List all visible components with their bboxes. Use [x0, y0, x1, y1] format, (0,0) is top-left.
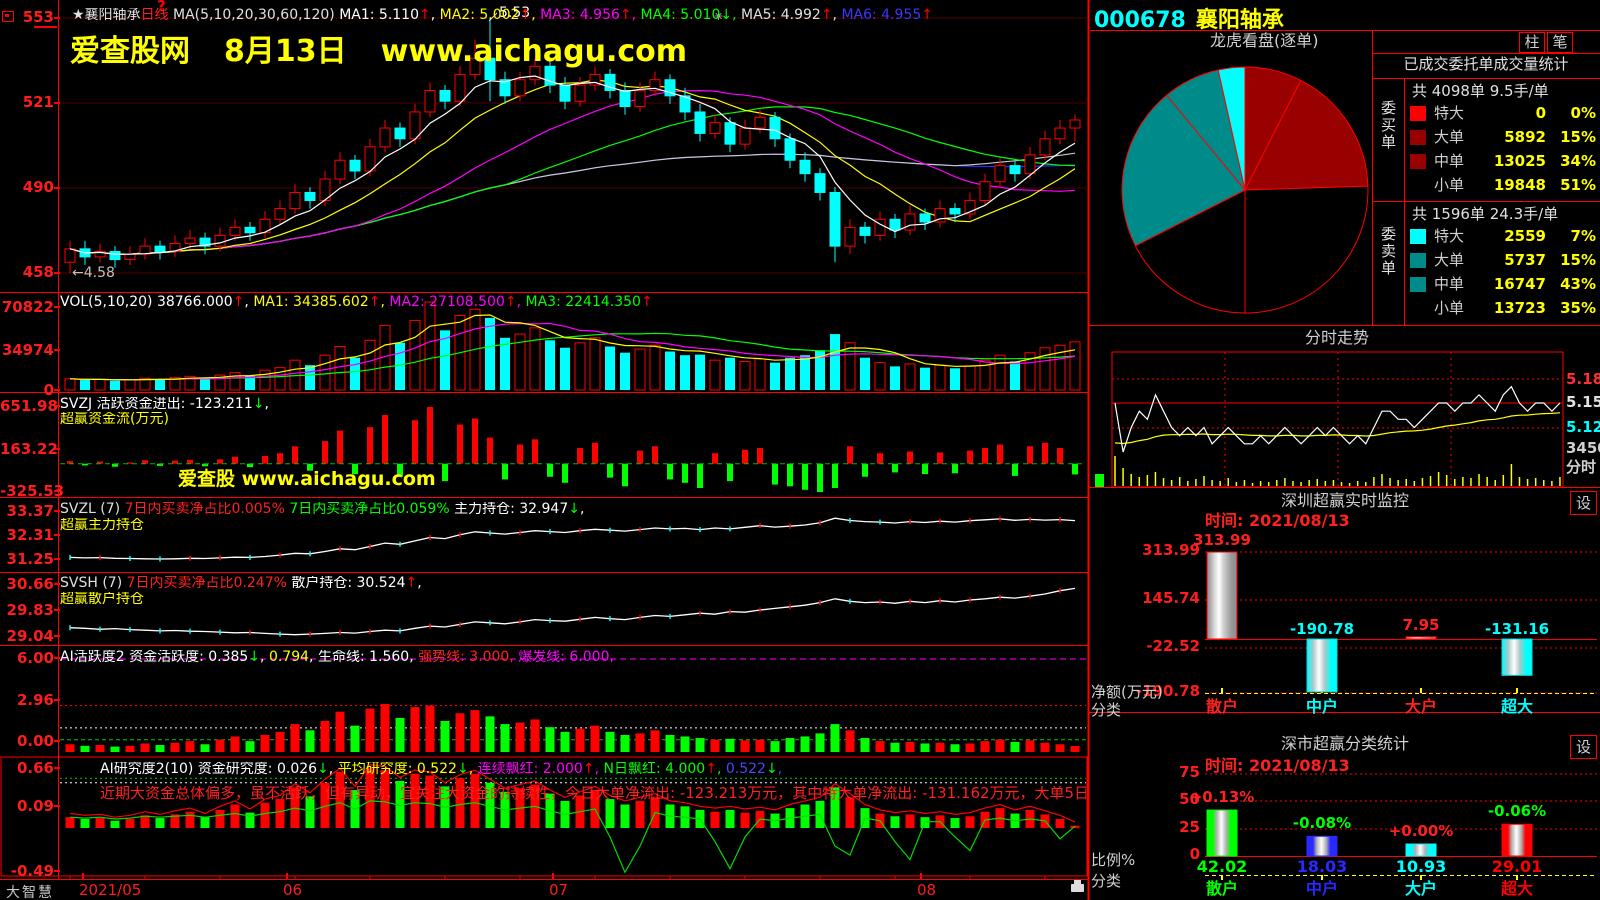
- stock-header: 000678 襄阳轴承: [1094, 2, 1284, 34]
- ai-research-header: AI研究度2(10) 资金研究度: 0.026↓, 平均研究度: 0.522↓,…: [100, 762, 783, 776]
- stats-settings-button[interactable]: 设: [1570, 735, 1597, 759]
- monitor-settings-button[interactable]: 设: [1570, 491, 1597, 515]
- dragon-view-title: 龙虎看盘(逐单): [1210, 31, 1319, 50]
- app-brand: 大智慧: [6, 885, 54, 900]
- buy-side-label: 委买单: [1379, 100, 1397, 151]
- watermark-sub: 爱查股 www.aichagu.com: [178, 468, 436, 490]
- svzl-subtitle: 超赢主力持仓: [60, 518, 144, 532]
- bottom-bar: [0, 882, 1088, 900]
- svsh-subtitle: 超赢散户持仓: [60, 592, 144, 606]
- watermark-site: 爱查股网: [70, 34, 190, 69]
- main-chart-header: ★襄阳轴承日线 MA(5,10,20,30,60,120) MA1: 5.110…: [72, 8, 933, 22]
- svzl-header: SVZL (7) 7日内买卖净占比0.005% 7日内买卖净占比0.059% 主…: [60, 502, 585, 516]
- help-icon[interactable]: ?: [157, 0, 166, 15]
- svzj-subtitle: 超赢资金流(万元): [60, 412, 169, 426]
- stock-code: 000678: [1094, 8, 1186, 33]
- svsh-header: SVSH (7) 7日内买卖净占比0.247% 散户持仓: 30.524↑,: [60, 576, 422, 590]
- pen-mode-button[interactable]: 笔: [1547, 32, 1573, 53]
- stock-name: 襄阳轴承: [1195, 8, 1284, 33]
- app-icon[interactable]: [2, 11, 14, 22]
- svzj-header: SVZJ 活跃资金进出: -123.211↓,: [60, 397, 269, 411]
- ai-activity-header: AI活跃度2 资金活跃度: 0.385↓, 0.794, 生命线: 1.560,…: [60, 650, 614, 664]
- sell-side-label: 委卖单: [1379, 226, 1397, 277]
- vol-header: VOL(5,10,20) 38766.000↑, MA1: 34385.602↑…: [60, 295, 653, 309]
- analysis-text: 近期大资金总体偏多，虽不活跃，但有异动，宜关注大资金的持续性，今日大单净流出: …: [100, 786, 1086, 801]
- column-mode-button[interactable]: 柱: [1519, 32, 1545, 53]
- watermark-url: www.aichagu.com: [380, 34, 688, 69]
- watermark-date: 8月13日: [224, 34, 347, 69]
- printer-icon[interactable]: [1071, 880, 1084, 892]
- watermark: 爱查股网 8月13日 www.aichagu.com: [70, 26, 687, 70]
